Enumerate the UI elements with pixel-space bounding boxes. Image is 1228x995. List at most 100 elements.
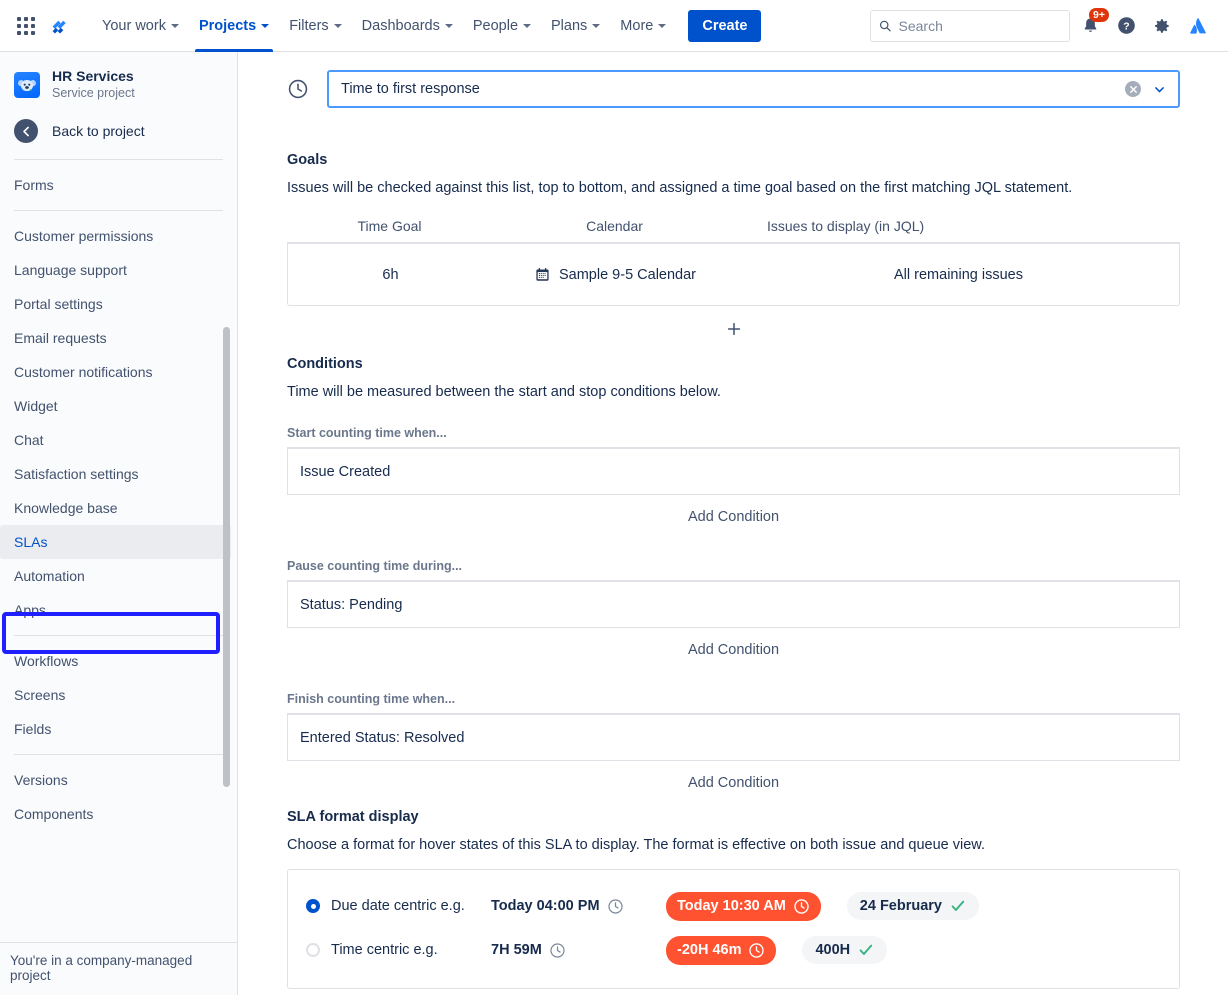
format-description: Choose a format for hover states of this… — [287, 837, 986, 853]
svg-text:?: ? — [1123, 21, 1129, 33]
clock-icon — [550, 942, 565, 958]
radio-time-centric[interactable] — [306, 943, 320, 957]
sidebar-group-releases: Versions Components — [0, 757, 237, 837]
sample-grey-text: 400H — [815, 942, 851, 958]
add-pause-condition-button[interactable]: Add Condition — [687, 642, 780, 658]
settings-button[interactable] — [1146, 10, 1178, 42]
sidebar-divider — [14, 754, 223, 755]
main-nav-links: Your work Projects Filters Dashboards Pe… — [92, 0, 762, 52]
chevron-down-icon — [444, 23, 453, 28]
cell-jql: All remaining issues — [894, 266, 1023, 283]
sidebar-item-components[interactable]: Components — [14, 806, 94, 822]
sla-name-field[interactable] — [327, 70, 1180, 108]
search-icon — [879, 20, 891, 31]
format-option-label: Time centric e.g. — [331, 942, 438, 958]
jira-logo-icon[interactable] — [42, 10, 76, 42]
pause-condition-value[interactable]: Status: Pending — [287, 582, 1180, 628]
sample-plain-due-date: Today 04:00 PM — [491, 898, 666, 915]
arrow-left-icon — [14, 119, 38, 143]
top-navigation-bar: Your work Projects Filters Dashboards Pe… — [0, 0, 1228, 52]
sidebar-item-chat[interactable]: Chat — [14, 432, 44, 448]
format-option-label: Due date centric e.g. — [331, 898, 465, 914]
conditions-description: Time will be measured between the start … — [287, 384, 721, 400]
nav-item-label: People — [472, 17, 519, 34]
sample-plain-text: 7H 59M — [491, 942, 542, 958]
start-condition-value[interactable]: Issue Created — [287, 449, 1180, 495]
nav-item-label: Dashboards — [361, 17, 440, 34]
sidebar-item-customer-notifications[interactable]: Customer notifications — [14, 364, 153, 380]
project-settings-sidebar: HR Services Service project Back to proj… — [0, 52, 238, 995]
sidebar-divider — [14, 210, 223, 211]
search-box[interactable] — [870, 9, 1070, 42]
sidebar-item-email-requests[interactable]: Email requests — [14, 330, 107, 346]
sample-plain-text: Today 04:00 PM — [491, 898, 600, 914]
nav-item-your-work[interactable]: Your work — [92, 0, 189, 52]
sidebar-item-satisfaction-settings[interactable]: Satisfaction settings — [14, 466, 139, 482]
sidebar-item-customer-permissions[interactable]: Customer permissions — [14, 228, 154, 244]
nav-item-label: More — [620, 17, 654, 34]
atlassian-switcher-icon[interactable] — [1182, 10, 1214, 42]
chevron-down-icon[interactable] — [1151, 83, 1168, 96]
search-input[interactable] — [898, 17, 1061, 34]
column-header-jql: Issues to display (in JQL) — [767, 218, 925, 234]
sidebar-item-fields[interactable]: Fields — [14, 721, 52, 737]
sidebar-item-screens[interactable]: Screens — [14, 687, 66, 703]
sidebar-item-slas[interactable]: SLAs — [0, 525, 231, 559]
sidebar-group-config: Workflows Screens Fields — [0, 638, 237, 752]
sla-name-input[interactable] — [341, 81, 1125, 97]
nav-item-people[interactable]: People — [463, 0, 541, 52]
nav-item-plans[interactable]: Plans — [541, 0, 610, 52]
add-start-condition-button[interactable]: Add Condition — [687, 509, 780, 525]
clear-icon[interactable] — [1125, 81, 1141, 97]
radio-due-date-centric[interactable] — [306, 899, 320, 913]
sidebar-item-knowledge-base[interactable]: Knowledge base — [14, 500, 118, 516]
sidebar-item-workflows[interactable]: Workflows — [14, 653, 79, 669]
sidebar-item-apps[interactable]: Apps — [14, 602, 46, 618]
cell-time-goal: 6h — [382, 266, 399, 283]
sidebar-item-versions[interactable]: Versions — [14, 772, 68, 788]
sample-breached-due-date: Today 10:30 AM — [666, 891, 821, 921]
nav-item-label: Projects — [198, 17, 257, 34]
conditions-title: Conditions — [287, 356, 363, 372]
nav-item-filters[interactable]: Filters — [279, 0, 351, 52]
sample-red-text: -20H 46m — [677, 942, 742, 958]
atlassian-logo-icon — [1190, 17, 1206, 34]
format-option-due-date-centric[interactable]: Due date centric e.g. Today 04:00 PM Tod… — [306, 884, 1161, 928]
finish-condition-value[interactable]: Entered Status: Resolved — [287, 715, 1180, 761]
sidebar-scrollbar[interactable] — [223, 327, 230, 787]
clock-icon — [607, 898, 623, 914]
cell-calendar: Sample 9-5 Calendar — [493, 267, 738, 283]
format-option-time-centric[interactable]: Time centric e.g. 7H 59M -20H 46m — [306, 928, 1161, 972]
help-icon: ? — [1117, 17, 1135, 34]
sidebar-divider — [14, 159, 223, 160]
goals-title: Goals — [287, 152, 328, 168]
project-header[interactable]: HR Services Service project — [0, 52, 237, 107]
add-goal-button[interactable] — [287, 306, 1180, 352]
sidebar-item-forms[interactable]: Forms — [14, 177, 54, 193]
nav-right-actions: 9+ ? — [870, 7, 1214, 42]
company-managed-note: You're in a company-managed project — [0, 942, 237, 995]
sample-completed-time: 400H — [802, 936, 888, 964]
gear-icon — [1155, 18, 1169, 33]
notifications-button[interactable]: 9+ — [1074, 7, 1109, 42]
finish-condition-label: Finish counting time when... — [287, 692, 1180, 715]
nav-item-dashboards[interactable]: Dashboards — [352, 0, 463, 52]
pause-condition-label: Pause counting time during... — [287, 559, 1180, 582]
sidebar-item-portal-settings[interactable]: Portal settings — [14, 296, 103, 312]
grid-apps-icon[interactable] — [12, 12, 40, 40]
add-finish-condition-button[interactable]: Add Condition — [687, 775, 780, 791]
chevron-down-icon — [261, 23, 270, 28]
chevron-down-icon — [523, 23, 532, 28]
nav-item-projects[interactable]: Projects — [189, 0, 279, 52]
back-to-project-button[interactable]: Back to project — [0, 107, 237, 157]
sidebar-item-language-support[interactable]: Language support — [14, 262, 127, 278]
nav-item-more[interactable]: More — [610, 0, 676, 52]
format-options-box: Due date centric e.g. Today 04:00 PM Tod… — [287, 869, 1180, 989]
sample-completed-due-date: 24 February — [846, 892, 979, 920]
create-button[interactable]: Create — [688, 9, 762, 42]
sidebar-item-automation[interactable]: Automation — [14, 568, 85, 584]
sidebar-item-widget[interactable]: Widget — [14, 398, 58, 414]
help-button[interactable]: ? — [1110, 10, 1142, 42]
table-row[interactable]: 6h — [287, 244, 1180, 306]
sample-plain-time: 7H 59M — [491, 942, 666, 959]
